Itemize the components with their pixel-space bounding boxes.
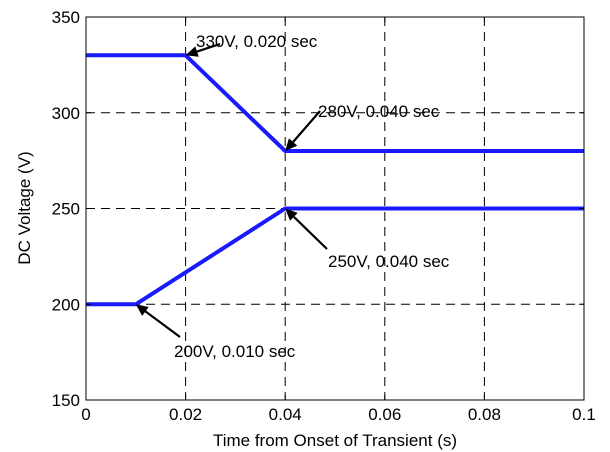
y-tick-label: 300 xyxy=(52,104,80,123)
series-group xyxy=(86,53,584,307)
annotation-arrowhead xyxy=(285,208,298,221)
x-tick-label: 0.1 xyxy=(572,405,596,424)
annotation-arrow-line xyxy=(144,310,181,338)
annotation-arrowhead xyxy=(185,46,199,57)
annotation-label: 200V, 0.010 sec xyxy=(174,342,296,361)
x-tick-label: 0.04 xyxy=(269,405,302,424)
annotation-arrow-line xyxy=(196,42,221,53)
annotation-label: 280V, 0.040 sec xyxy=(318,102,440,121)
x-tick-label: 0.06 xyxy=(368,405,401,424)
grid xyxy=(86,17,584,400)
annotation-arrowhead xyxy=(135,304,149,316)
x-axis-label: Time from Onset of Transient (s) xyxy=(213,431,457,450)
series-line-1 xyxy=(86,53,584,153)
y-tick-label: 150 xyxy=(52,391,80,410)
annotation-arrow-line xyxy=(293,216,328,250)
annotation-arrowhead xyxy=(285,138,298,152)
annotation-label: 330V, 0.020 sec xyxy=(196,32,318,51)
y-tick-label: 350 xyxy=(52,8,80,27)
x-tick-label: 0 xyxy=(81,405,90,424)
annotation-arrow-line xyxy=(292,110,321,143)
y-tick-label: 200 xyxy=(52,295,80,314)
y-axis-label: DC Voltage (V) xyxy=(15,151,34,264)
x-tick-label: 0.02 xyxy=(169,405,202,424)
annotation-label: 250V, 0.040 sec xyxy=(328,252,450,271)
series-line-2 xyxy=(86,206,584,307)
x-tick-label: 0.08 xyxy=(468,405,501,424)
annotations-group: 330V, 0.020 sec 280V, 0.040 sec 250V, 0.04… xyxy=(135,32,450,361)
y-tick-label: 250 xyxy=(52,200,80,219)
ticks-group: 0 0.02 0.04 0.06 0.08 0.1 150 200 250 300 350 xyxy=(52,8,596,424)
